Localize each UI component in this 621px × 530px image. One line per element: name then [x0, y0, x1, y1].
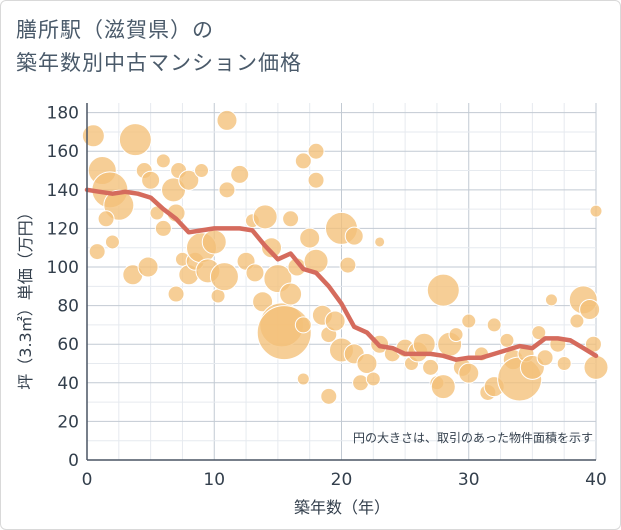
data-bubble [88, 243, 106, 261]
data-bubble [365, 371, 381, 387]
data-bubble [261, 237, 283, 259]
trend-line [84, 187, 599, 362]
data-bubble [556, 356, 572, 372]
data-bubble [486, 317, 502, 333]
data-bubble [245, 263, 265, 283]
data-bubble [216, 109, 238, 131]
y-tick-label: 80 [57, 297, 79, 317]
x-tick-label: 10 [203, 470, 225, 490]
data-bubble [569, 313, 585, 329]
trend-line-layer [84, 187, 599, 362]
axes: 0 10 20 30 40 0 20 40 60 80 100 120 140 160 180 [47, 103, 607, 490]
data-bubble [279, 282, 303, 306]
data-bubble [252, 204, 278, 230]
data-bubble [589, 204, 603, 218]
data-bubble [536, 349, 554, 367]
data-bubble [458, 362, 480, 384]
data-bubble [324, 310, 346, 332]
data-bubble [320, 387, 338, 405]
chart-title: 膳所駅（滋賀県）の 築年数別中古マンション価格 [16, 14, 302, 80]
data-bubble [81, 124, 105, 148]
data-bubble [426, 273, 460, 307]
data-bubble [294, 152, 312, 170]
title-line-1: 膳所駅（滋賀県）の [16, 18, 214, 42]
data-bubble [118, 123, 152, 157]
data-bubble [499, 332, 515, 348]
data-bubble [104, 234, 120, 250]
y-tick-label: 20 [57, 412, 79, 432]
y-tick-label: 120 [47, 219, 79, 239]
data-bubble [194, 163, 210, 179]
y-tick-label: 160 [47, 142, 79, 162]
data-bubble [422, 358, 440, 376]
data-bubble [299, 227, 321, 249]
data-bubble [97, 210, 115, 228]
y-tick-label: 60 [57, 335, 79, 355]
data-bubble [218, 181, 236, 199]
data-bubble [141, 170, 161, 190]
data-bubble [296, 372, 310, 386]
data-bubble [544, 293, 558, 307]
data-bubble [356, 353, 378, 375]
y-tick-label: 100 [47, 258, 79, 278]
x-axis-label: 築年数（年） [294, 498, 390, 517]
data-bubble [252, 291, 274, 313]
data-bubble [374, 236, 386, 248]
data-bubble [531, 325, 547, 341]
data-bubble [307, 142, 325, 160]
data-bubble [155, 153, 171, 169]
x-tick-label: 40 [585, 470, 607, 490]
size-note: 円の大きさは、取引のあった物件面積を示す [353, 430, 593, 445]
y-axis-label: 坪（3.3㎡）単価（万円） [16, 204, 35, 389]
data-bubble [579, 298, 601, 320]
data-bubble [230, 164, 250, 184]
data-bubble [583, 354, 609, 380]
x-tick-label: 0 [82, 470, 93, 490]
y-tick-label: 180 [47, 104, 79, 124]
data-bubble [448, 327, 464, 343]
data-bubble [339, 256, 357, 274]
data-bubble [201, 229, 227, 255]
data-bubble [167, 285, 185, 303]
data-bubble [178, 169, 200, 191]
data-bubble [344, 226, 364, 246]
data-bubble [307, 171, 325, 189]
y-tick-label: 40 [57, 374, 79, 394]
data-bubble [461, 313, 477, 329]
data-bubble [294, 316, 312, 334]
data-bubble [209, 262, 239, 292]
data-bubble [282, 210, 300, 228]
data-bubble [154, 219, 172, 237]
x-tick-label: 20 [331, 470, 353, 490]
data-bubble [430, 374, 456, 400]
y-tick-label: 0 [68, 451, 79, 471]
data-bubble [137, 256, 159, 278]
x-tick-label: 30 [458, 470, 480, 490]
y-tick-label: 140 [47, 181, 79, 201]
title-line-2: 築年数別中古マンション価格 [16, 51, 302, 75]
grid-lines [86, 103, 597, 461]
